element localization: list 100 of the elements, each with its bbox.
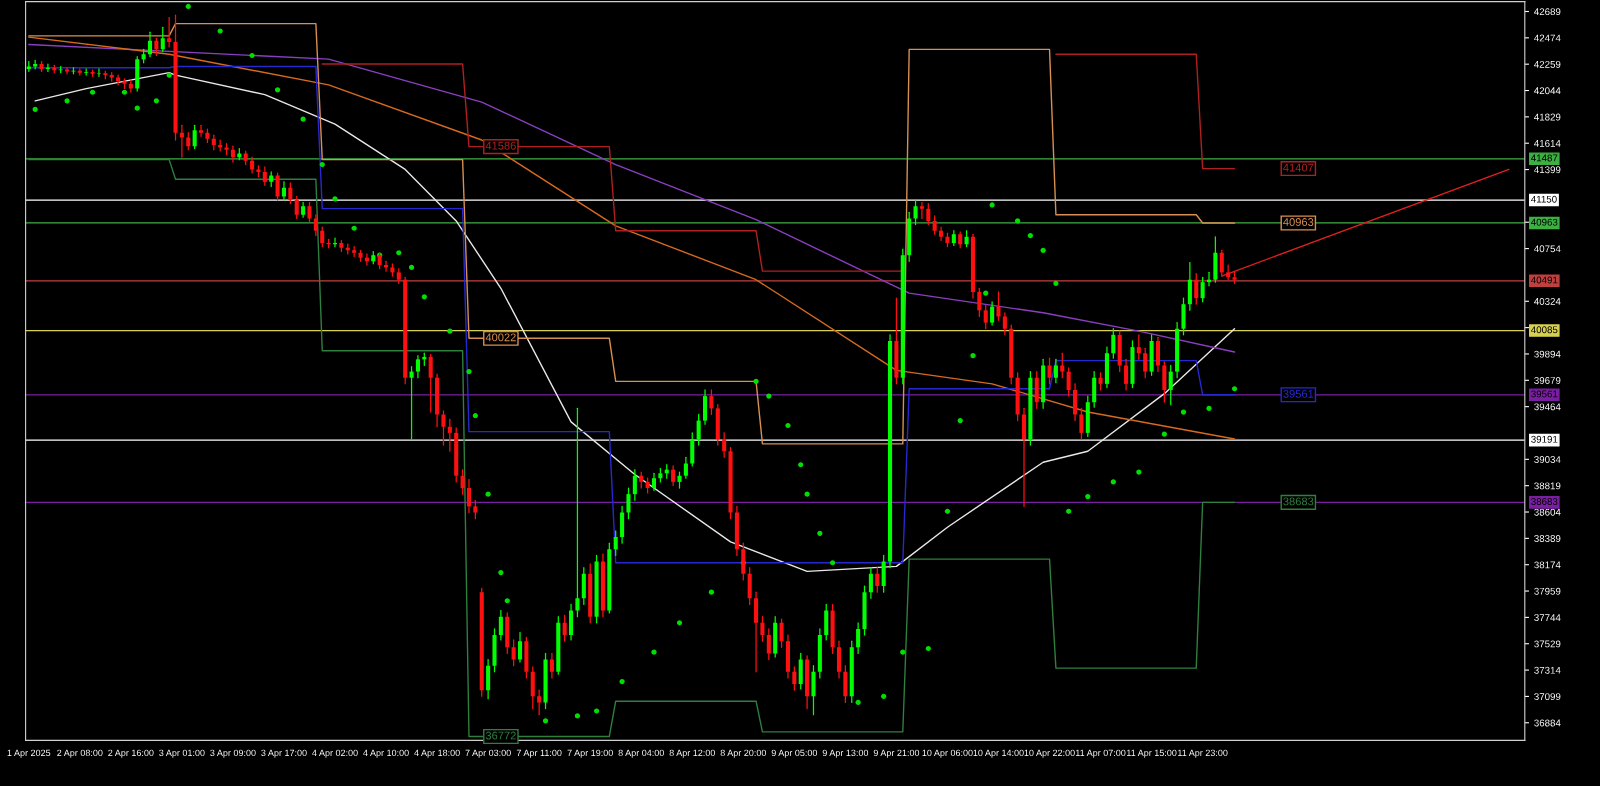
y-tick-label: 39679 <box>1534 377 1561 384</box>
y-tick-label: 41399 <box>1534 166 1561 174</box>
y-tick-label: 38174 <box>1534 561 1561 569</box>
candlestick <box>913 199 918 226</box>
x-tick-label: 7 Apr 11:00 <box>516 749 562 758</box>
candlestick <box>549 652 554 679</box>
candlestick <box>1219 249 1224 277</box>
candlestick <box>671 465 676 487</box>
y-tick-label: 38604 <box>1534 508 1561 516</box>
x-tick-label: 4 Apr 10:00 <box>363 749 409 758</box>
candlestick <box>288 182 293 205</box>
candlestick <box>1168 364 1173 406</box>
candlestick <box>167 16 172 48</box>
candlestick <box>409 366 414 440</box>
candlestick <box>294 195 299 220</box>
y-tick-label: 37744 <box>1534 614 1561 622</box>
candlestick <box>307 201 312 223</box>
y-tick-label: 37314 <box>1534 666 1561 674</box>
y-tick-label: 41614 <box>1534 139 1561 147</box>
y-tick-label: 42474 <box>1534 34 1561 42</box>
candlestick <box>473 499 478 520</box>
candlestick <box>128 79 133 93</box>
candlestick <box>1111 328 1116 359</box>
candlestick <box>96 68 102 77</box>
x-tick-label: 8 Apr 12:00 <box>669 749 715 758</box>
candlestick <box>939 226 944 242</box>
candlestick <box>498 609 503 641</box>
candlestick <box>779 618 784 648</box>
candlestick <box>511 639 516 667</box>
candlestick <box>1066 367 1071 397</box>
candlestick <box>428 353 433 413</box>
x-tick-label: 8 Apr 04:00 <box>618 749 664 758</box>
candlestick <box>1226 264 1231 281</box>
candlestick <box>1136 334 1141 360</box>
candlestick <box>517 631 523 663</box>
candlestick <box>262 166 267 186</box>
y-tick-label: 37099 <box>1534 693 1561 701</box>
candlestick <box>792 666 797 691</box>
ref-line-label: 39191 <box>1531 435 1558 443</box>
ref-line-label: 38683 <box>1531 498 1558 505</box>
x-tick-label: 2 Apr 16:00 <box>108 749 154 758</box>
candlestick <box>562 614 567 642</box>
x-tick-label: 7 Apr 03:00 <box>465 749 511 758</box>
candlestick <box>147 31 153 58</box>
candlestick <box>709 389 714 416</box>
annotation: 40963 <box>1283 218 1314 226</box>
x-tick-label: 11 Apr 07:00 <box>1075 749 1126 758</box>
candlestick <box>199 124 204 137</box>
y-tick-label: 38389 <box>1534 535 1561 542</box>
candlestick <box>1200 276 1205 303</box>
x-tick-label: 11 Apr 15:00 <box>1127 749 1177 758</box>
y-tick-label: 37959 <box>1534 587 1561 595</box>
y-tick-label: 39464 <box>1534 403 1561 411</box>
x-tick-label: 10 Apr 14:00 <box>973 749 1024 758</box>
candlestick <box>1194 272 1199 305</box>
y-tick-label: 36884 <box>1534 719 1561 727</box>
x-tick-label: 10 Apr 22:00 <box>1024 749 1075 758</box>
candlestick <box>352 246 357 258</box>
x-tick-label: 4 Apr 02:00 <box>312 749 358 758</box>
candlestick <box>313 214 318 237</box>
candlestick <box>626 487 631 520</box>
y-tick-label: 40324 <box>1534 298 1561 305</box>
annotation: 41407 <box>1283 163 1314 172</box>
candlestick <box>281 181 287 201</box>
candlestick <box>932 215 937 235</box>
y-tick-label: 42689 <box>1534 8 1561 16</box>
candlestick <box>1047 357 1052 385</box>
x-tick-label: 3 Apr 17:00 <box>261 749 307 758</box>
candlestick <box>1124 358 1129 391</box>
candlestick <box>441 410 446 446</box>
candlestick <box>537 689 542 716</box>
x-tick-label: 11 Apr 23:00 <box>1178 749 1228 758</box>
candlestick <box>275 172 280 201</box>
candlestick <box>575 407 580 618</box>
candlestick <box>1143 347 1148 379</box>
x-tick-label: 10 Apr 06:00 <box>922 749 973 758</box>
line-series <box>28 43 1236 353</box>
ref-line-label: 41150 <box>1531 195 1557 203</box>
ref-line-label: 41487 <box>1531 154 1558 162</box>
candlestick <box>192 124 197 150</box>
ref-line-label: 40491 <box>1531 276 1558 284</box>
annotation: 38683 <box>1283 497 1314 506</box>
candlestick <box>1002 312 1007 336</box>
ref-line-label: 40085 <box>1531 326 1558 334</box>
candlestick <box>320 226 325 248</box>
candlestick <box>1060 352 1065 379</box>
y-tick-label: 40754 <box>1534 245 1561 253</box>
y-tick-label: 42259 <box>1534 60 1561 68</box>
x-tick-label: 8 Apr 20:00 <box>720 749 767 758</box>
y-tick-label: 39034 <box>1534 456 1561 463</box>
x-tick-label: 3 Apr 09:00 <box>210 749 256 758</box>
candlestick <box>990 301 995 326</box>
candlestick <box>696 413 701 446</box>
candlestick <box>632 469 637 501</box>
candlestick <box>760 616 765 642</box>
x-tick-label: 1 Apr 2025 <box>7 749 51 758</box>
candlestick <box>466 478 472 514</box>
annotation: 39561 <box>1283 389 1314 398</box>
candlestick <box>1053 358 1058 384</box>
y-tick-label: 38819 <box>1534 482 1561 490</box>
